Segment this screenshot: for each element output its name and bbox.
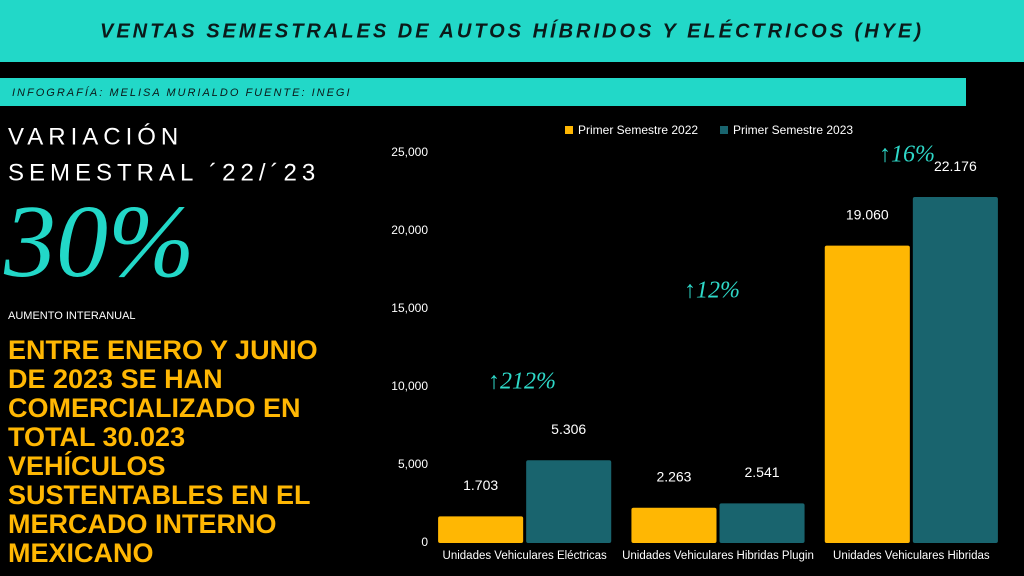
annotation: ↑212% (488, 369, 556, 395)
x-tick-label: Unidades Vehiculares Eléctricas (443, 550, 608, 562)
big-number: 30% (3, 184, 195, 299)
caption: AUMENTO INTERANUAL (8, 310, 136, 322)
statement-line: TOTAL 30.023 (8, 422, 185, 452)
legend-label: Primer Semestre 2022 (578, 123, 698, 137)
legend-swatch (720, 126, 728, 134)
annotation: ↑12% (684, 278, 740, 304)
title-bar (0, 0, 1024, 62)
data-label: 1.703 (463, 477, 498, 493)
x-tick-label: Unidades Vehiculares Hibridas Plugin (622, 550, 814, 562)
annotation: ↑16% (879, 142, 935, 168)
bar (526, 460, 612, 543)
bar (631, 507, 717, 543)
y-tick-label: 25,000 (391, 145, 428, 159)
credit-bar (0, 78, 966, 106)
statement-line: MEXICANO (8, 538, 154, 568)
credit: INFOGRAFÍA: MELISA MURIALDO FUENTE: INEG… (12, 86, 352, 99)
data-label: 19.060 (846, 206, 889, 222)
statement-line: MERCADO INTERNO (8, 509, 277, 539)
y-tick-label: 0 (421, 535, 428, 549)
heading: SEMESTRAL ´22/´23 (8, 159, 320, 186)
y-tick-label: 20,000 (391, 223, 428, 237)
x-tick-label: Unidades Vehiculares Hibridas (833, 550, 990, 562)
bar (438, 516, 524, 543)
bar (824, 245, 910, 543)
bar (912, 197, 998, 544)
statement-line: VEHÍCULOS (8, 450, 166, 481)
statement-line: ENTRE ENERO Y JUNIO (8, 335, 318, 365)
statement-line: SUSTENTABLES EN EL (8, 480, 311, 510)
y-tick-label: 5,000 (398, 457, 428, 471)
data-label: 2.263 (656, 468, 691, 484)
heading: VARIACIÓN (8, 123, 183, 150)
data-label: 2.541 (745, 464, 780, 480)
statement-line: COMERCIALIZADO EN (8, 393, 301, 423)
legend-swatch (565, 126, 573, 134)
data-label: 22.176 (934, 158, 977, 174)
data-label: 5.306 (551, 421, 586, 437)
y-tick-label: 10,000 (391, 379, 428, 393)
chart: 0 5,000 10,000 15,000 20,000 25,000 Primer Sem… (391, 123, 998, 562)
y-tick-label: 15,000 (391, 301, 428, 315)
statement-line: DE 2023 SE HAN (8, 364, 223, 394)
bar (719, 503, 805, 543)
title: VENTAS SEMESTRALES DE AUTOS HÍBRIDOS Y E… (100, 19, 924, 42)
legend-label: Primer Semestre 2023 (733, 123, 853, 137)
